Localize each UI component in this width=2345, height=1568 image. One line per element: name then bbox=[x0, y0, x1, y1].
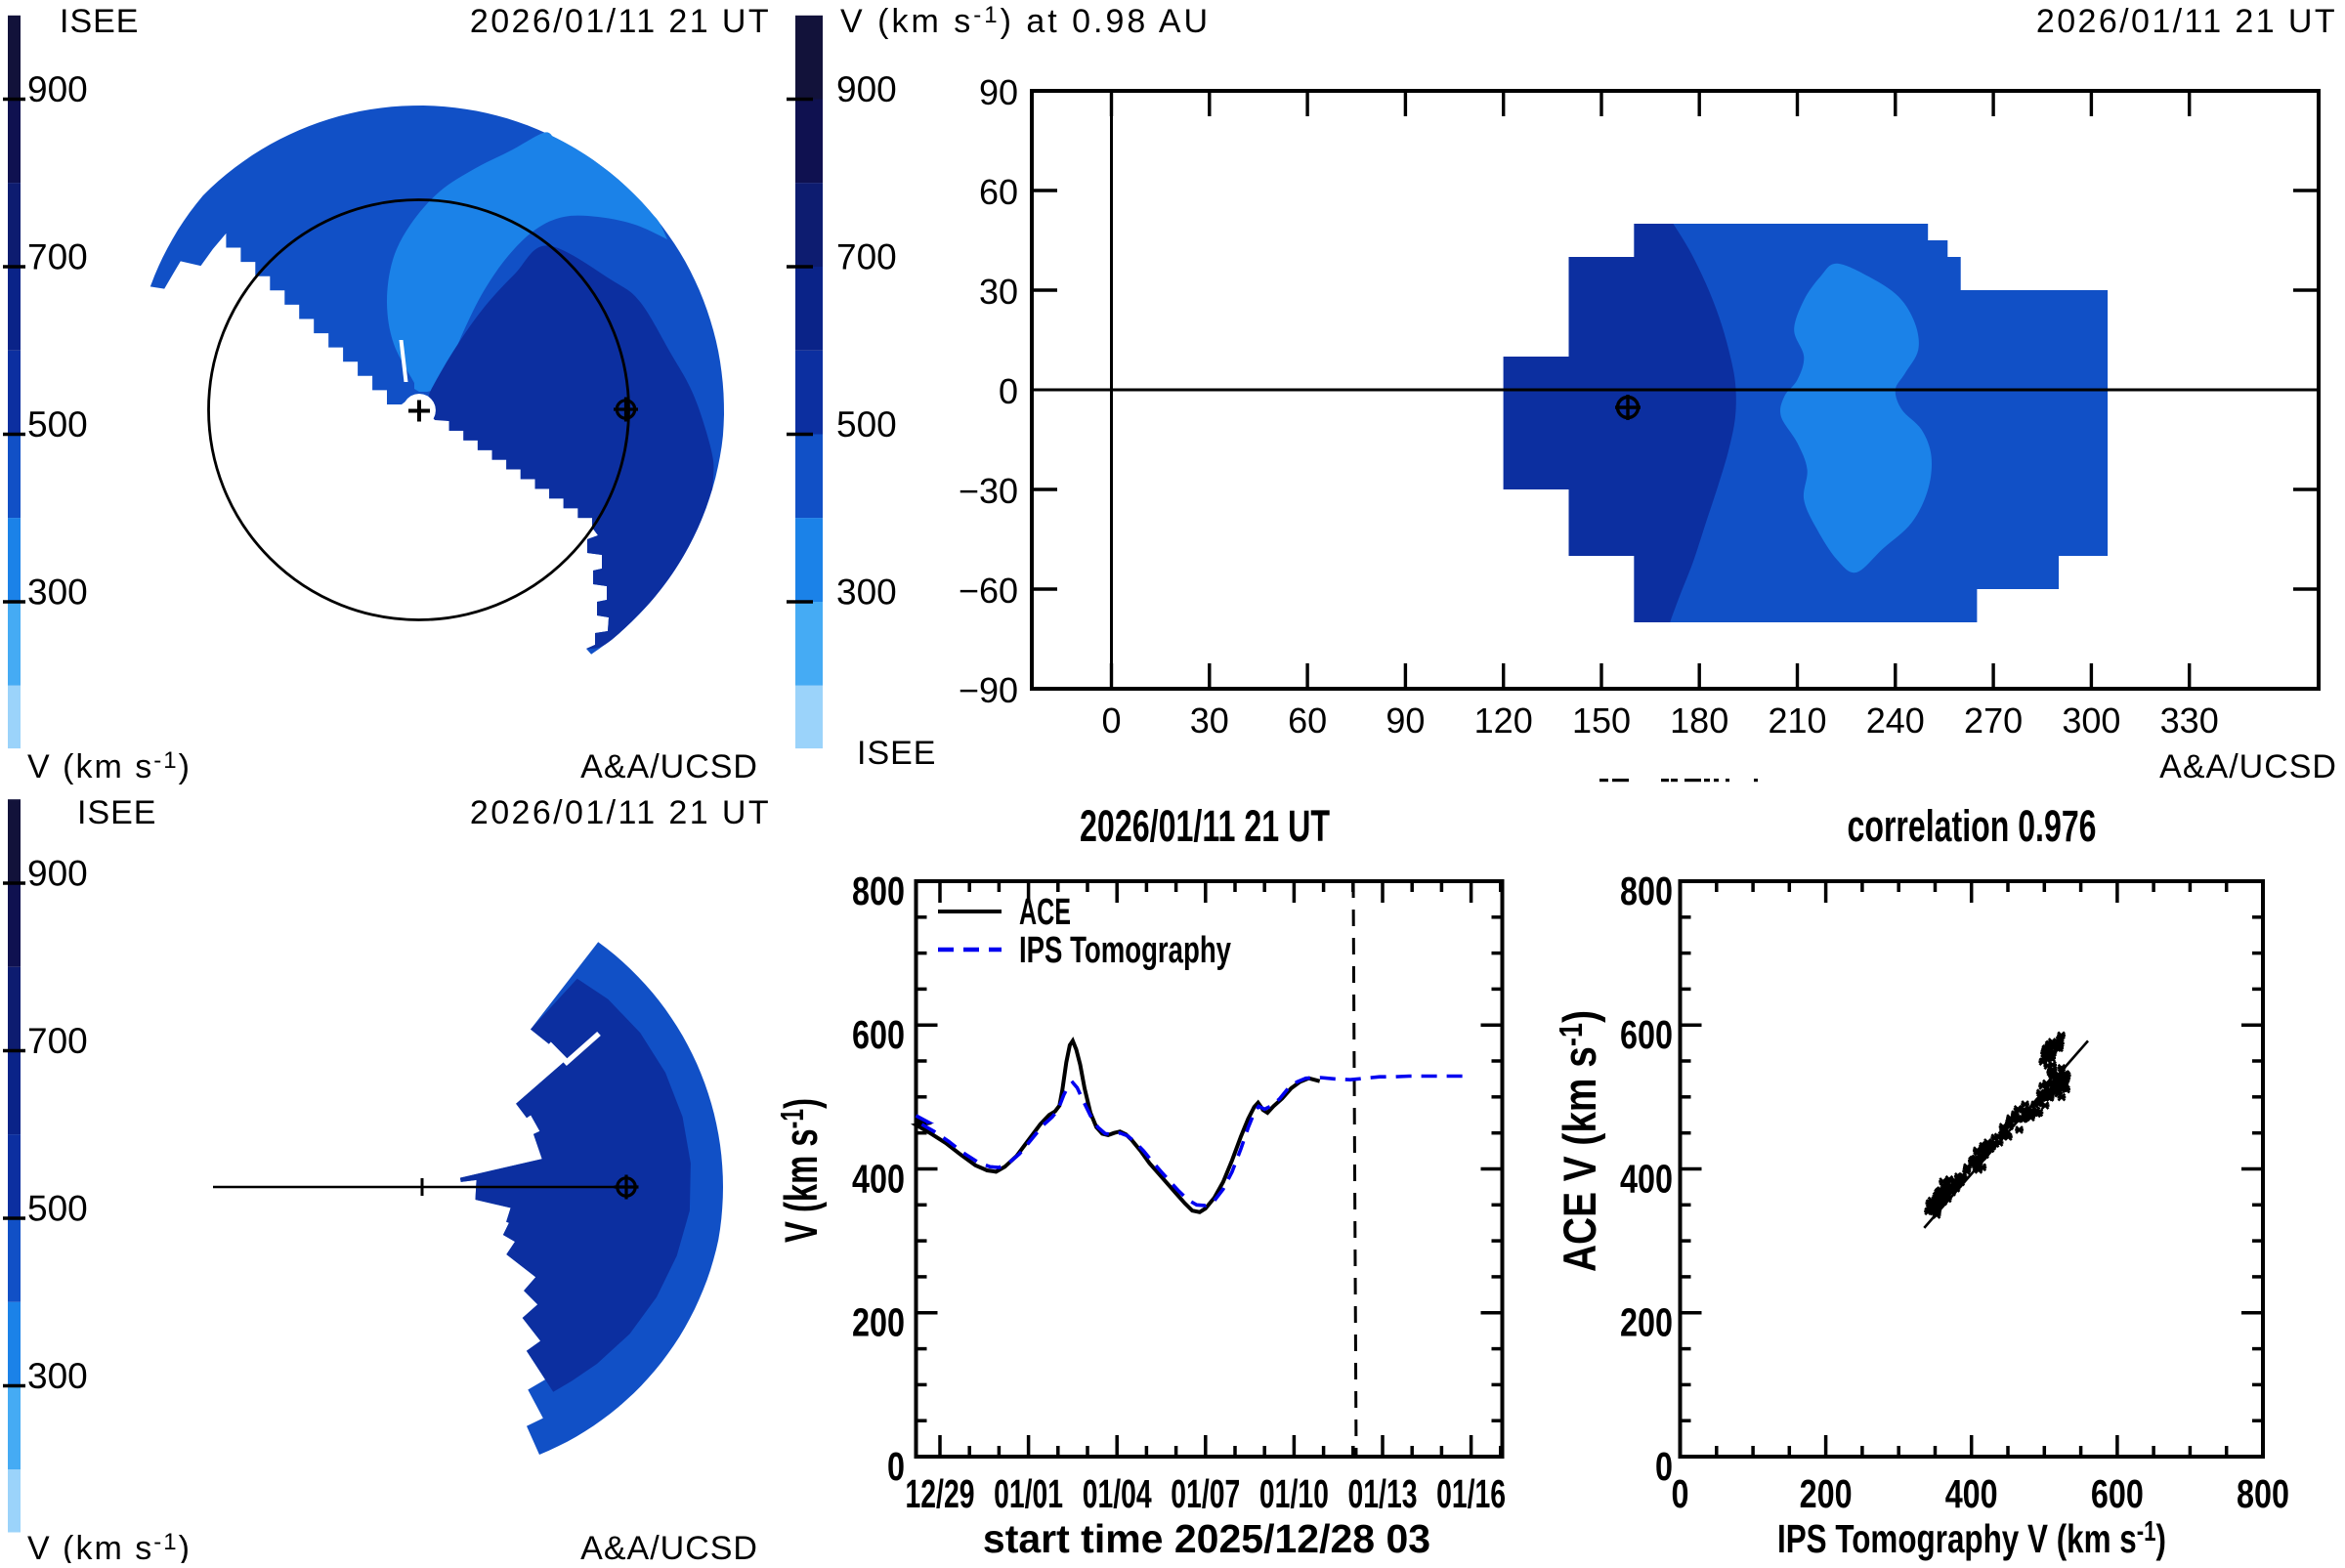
svg-text:800: 800 bbox=[852, 869, 905, 913]
svg-text:600: 600 bbox=[1620, 1012, 1673, 1057]
svg-text:60: 60 bbox=[1288, 700, 1327, 741]
svg-text:600: 600 bbox=[852, 1012, 905, 1057]
svg-text:0: 0 bbox=[999, 371, 1018, 411]
svg-text:200: 200 bbox=[1800, 1471, 1853, 1516]
svg-text:200: 200 bbox=[852, 1300, 905, 1345]
svg-text:330: 330 bbox=[2160, 700, 2219, 741]
svg-text:900: 900 bbox=[27, 69, 88, 109]
svg-text:A&A/UCSD: A&A/UCSD bbox=[580, 1530, 758, 1563]
svg-text:700: 700 bbox=[27, 237, 88, 277]
svg-text:ACE: ACE bbox=[1019, 892, 1071, 933]
svg-text:ACE V (km s-1): ACE V (km s-1) bbox=[1553, 1010, 1605, 1272]
svg-text:800: 800 bbox=[2237, 1471, 2289, 1516]
svg-text:IPS Tomography: IPS Tomography bbox=[1019, 930, 1231, 971]
svg-text:01/04: 01/04 bbox=[1083, 1471, 1152, 1516]
svg-text:01/13: 01/13 bbox=[1348, 1471, 1418, 1516]
svg-text:700: 700 bbox=[27, 1021, 88, 1061]
svg-text:180: 180 bbox=[1670, 700, 1728, 741]
svg-text:210: 210 bbox=[1768, 700, 1826, 741]
svg-text:60: 60 bbox=[979, 172, 1018, 212]
svg-text:01/10: 01/10 bbox=[1259, 1471, 1329, 1516]
svg-text:800: 800 bbox=[1620, 869, 1673, 913]
svg-text:90: 90 bbox=[1386, 700, 1425, 741]
svg-text:900: 900 bbox=[27, 854, 88, 894]
svg-text:30: 30 bbox=[979, 272, 1018, 312]
svg-text:90: 90 bbox=[979, 72, 1018, 112]
svg-text:−90: −90 bbox=[959, 670, 1018, 710]
svg-text:−60: −60 bbox=[959, 571, 1018, 611]
svg-text:120: 120 bbox=[1474, 700, 1533, 741]
svg-text:V (km s-1) at 0.98 AU: V (km s-1) at 0.98 AU bbox=[840, 2, 1211, 40]
svg-text:600: 600 bbox=[2091, 1471, 2144, 1516]
svg-text:400: 400 bbox=[1620, 1157, 1673, 1202]
svg-text:2026/01/11 21 UT: 2026/01/11 21 UT bbox=[1080, 801, 1330, 851]
svg-text:01/16: 01/16 bbox=[1436, 1471, 1506, 1516]
svg-text:400: 400 bbox=[1945, 1471, 1998, 1516]
svg-text:700: 700 bbox=[836, 237, 897, 277]
svg-text:ISEE: ISEE bbox=[60, 3, 139, 40]
svg-text:0: 0 bbox=[887, 1444, 905, 1489]
svg-text:A&A/UCSD: A&A/UCSD bbox=[580, 748, 758, 785]
svg-text:900: 900 bbox=[836, 69, 897, 109]
svg-text:270: 270 bbox=[1964, 700, 2023, 741]
svg-text:500: 500 bbox=[27, 1189, 88, 1229]
svg-text:01/07: 01/07 bbox=[1171, 1471, 1240, 1516]
svg-text:2026/01/11 21 UT: 2026/01/11 21 UT bbox=[470, 3, 771, 40]
svg-text:IPS Tomography V (km s-1): IPS Tomography V (km s-1) bbox=[1777, 1516, 2166, 1561]
svg-text:300: 300 bbox=[27, 572, 88, 613]
svg-text:30: 30 bbox=[1190, 700, 1229, 741]
svg-text:0: 0 bbox=[1672, 1471, 1689, 1516]
svg-text:2026/01/11 21 UT: 2026/01/11 21 UT bbox=[2036, 3, 2337, 40]
svg-text:12/29: 12/29 bbox=[906, 1471, 975, 1516]
svg-text:240: 240 bbox=[1866, 700, 1925, 741]
svg-text:300: 300 bbox=[2062, 700, 2120, 741]
svg-text:0: 0 bbox=[1101, 700, 1121, 741]
svg-text:150: 150 bbox=[1572, 700, 1631, 741]
svg-text:300: 300 bbox=[836, 572, 897, 613]
svg-text:200: 200 bbox=[1620, 1300, 1673, 1345]
svg-text:−30: −30 bbox=[959, 471, 1018, 511]
svg-text:400: 400 bbox=[852, 1157, 905, 1202]
svg-text:500: 500 bbox=[27, 404, 88, 445]
svg-text:300: 300 bbox=[27, 1356, 88, 1396]
svg-text:ISEE: ISEE bbox=[77, 794, 156, 831]
svg-text:01/01: 01/01 bbox=[994, 1471, 1063, 1516]
svg-text:A&A/UCSD: A&A/UCSD bbox=[2159, 748, 2337, 785]
svg-text:0: 0 bbox=[1655, 1444, 1673, 1489]
svg-text:ISEE: ISEE bbox=[857, 735, 936, 772]
svg-text:2026/01/11 21 UT: 2026/01/11 21 UT bbox=[470, 794, 771, 831]
svg-text:start time 2025/12/28 03: start time 2025/12/28 03 bbox=[983, 1516, 1430, 1561]
svg-text:correlation 0.976: correlation 0.976 bbox=[1848, 801, 2097, 851]
svg-text:500: 500 bbox=[836, 404, 897, 445]
